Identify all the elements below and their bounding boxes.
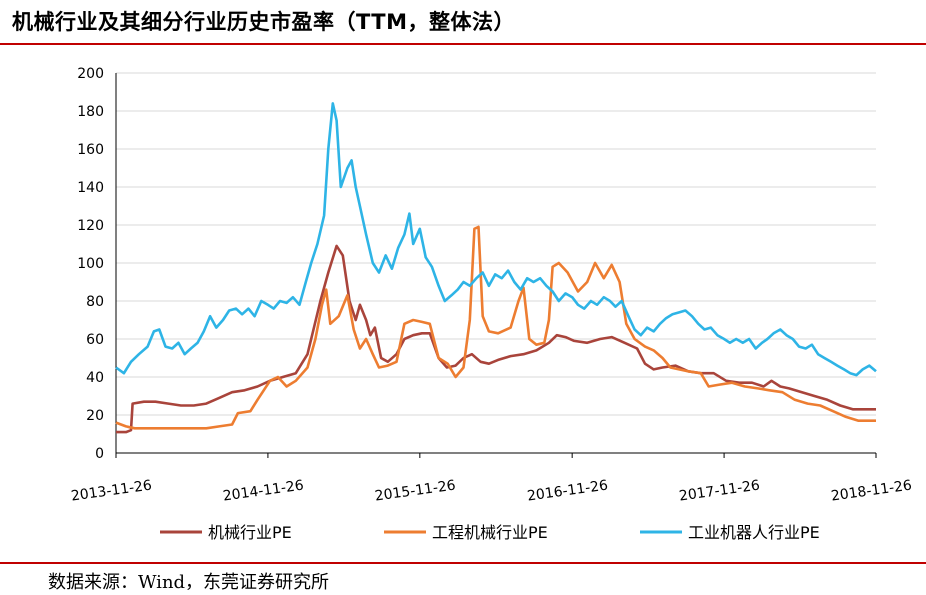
- y-tick-labels: 0 20 40 60 80 100 120 140 160 180 200: [77, 66, 104, 462]
- series-line-3: [115, 102, 877, 377]
- y-tick-label: 60: [86, 332, 104, 348]
- y-tick-label: 120: [77, 218, 104, 234]
- x-tick-label: 2017-11-26: [678, 477, 761, 504]
- axes: [115, 73, 877, 458]
- y-tick-label: 20: [86, 408, 104, 424]
- y-tick-label: 180: [77, 104, 104, 120]
- series-line-1: [116, 244, 876, 434]
- title-divider: [0, 43, 926, 45]
- x-tick-label: 2014-11-26: [222, 477, 305, 504]
- source-note: 数据来源：Wind，东莞证券研究所: [48, 572, 330, 593]
- chart-title: 机械行业及其细分行业历史市盈率（TTM，整体法）: [12, 10, 516, 34]
- y-tick-label: 200: [77, 66, 104, 82]
- series-lines: [115, 102, 877, 434]
- y-tick-label: 140: [77, 180, 104, 196]
- x-tick-label: 2016-11-26: [526, 477, 609, 504]
- x-tick-label: 2018-11-26: [830, 477, 913, 504]
- y-tick-label: 160: [77, 142, 104, 158]
- legend: 机械行业PE 工程机械行业PE 工业机器人行业PE: [160, 523, 820, 542]
- y-tick-label: 80: [86, 294, 104, 310]
- x-tick-label: 2013-11-26: [70, 477, 153, 504]
- footer-divider: [0, 562, 926, 564]
- y-tick-label: 100: [77, 256, 104, 272]
- x-tick-label: 2015-11-26: [374, 477, 457, 504]
- x-tick-labels: 2013-11-26 2014-11-26 2015-11-26 2016-11-26…: [70, 477, 913, 504]
- legend-label: 工业机器人行业PE: [688, 523, 820, 542]
- y-tick-label: 0: [95, 446, 104, 462]
- series-line-2: [115, 225, 876, 430]
- gridlines: [116, 72, 876, 416]
- legend-label: 机械行业PE: [208, 523, 292, 542]
- y-tick-label: 40: [86, 370, 104, 386]
- legend-label: 工程机械行业PE: [432, 523, 548, 542]
